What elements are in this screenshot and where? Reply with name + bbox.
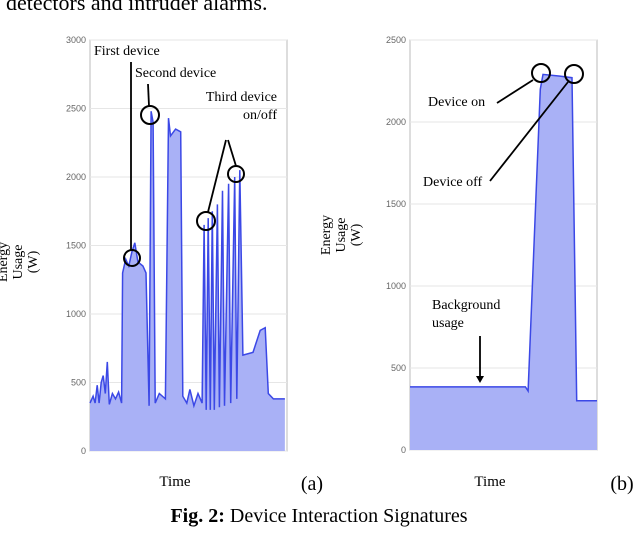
annotation-circle <box>123 249 141 267</box>
y-axis-label-line: Usage <box>334 218 349 253</box>
annotation: Third device on/off <box>206 90 277 123</box>
annotation-line: Device on <box>428 95 485 110</box>
annotation-line: on/off <box>243 108 277 123</box>
y-tick-label: 0 <box>401 445 406 455</box>
y-tick-label: 2000 <box>66 172 86 182</box>
line <box>89 111 285 410</box>
annotation-pointer <box>147 83 150 107</box>
annotation-circle <box>140 105 160 125</box>
annotation: First device <box>94 44 160 59</box>
annotation-line: Background <box>432 298 500 313</box>
annotation-line: Device off <box>423 175 483 190</box>
y-tick-label: 3000 <box>66 35 86 45</box>
y-axis-label-line: (W) <box>26 250 41 273</box>
annotation: Second device <box>135 66 216 81</box>
annotation-line: Second device <box>135 66 216 81</box>
x-axis-label: Time <box>474 474 505 490</box>
annotation: Background usage <box>432 298 500 331</box>
y-tick-label: 500 <box>71 378 86 388</box>
annotation-circle <box>531 63 551 83</box>
panel-label: (a) <box>301 473 323 495</box>
y-tick-label: 1000 <box>66 309 86 319</box>
annotation-line: usage <box>432 316 464 331</box>
y-axis-label: EnergyUsage(W) <box>319 215 364 255</box>
y-axis-label-line: (W) <box>349 223 364 246</box>
y-tick-label: 0 <box>81 446 86 456</box>
y-tick-label: 1500 <box>66 241 86 251</box>
annotation-line: First device <box>94 44 160 59</box>
x-axis-label: Time <box>159 474 190 490</box>
y-axis-label-line: Energy <box>0 242 11 282</box>
annotation-pointer <box>489 81 569 182</box>
y-tick-label: 1500 <box>386 199 406 209</box>
caption-text: Device Interaction Signatures <box>230 505 468 527</box>
annotation-circle <box>227 165 245 183</box>
y-tick-label: 500 <box>391 363 406 373</box>
annotation-pointer <box>496 79 534 104</box>
annotation: Device on <box>428 95 485 110</box>
panel-label: (b) <box>610 473 633 495</box>
y-axis-label-line: Usage <box>11 245 26 280</box>
annotation-circle <box>196 211 216 231</box>
caption-label: Fig. 2: <box>170 505 224 527</box>
caption: Fig. 2: Device Interaction Signatures <box>170 505 467 527</box>
y-axis-label: EnergyUsage(W) <box>0 242 41 282</box>
y-tick-label: 2000 <box>386 117 406 127</box>
line <box>410 73 597 402</box>
area <box>410 74 597 451</box>
annotation-circle <box>564 64 584 84</box>
annotation: Device off <box>423 175 483 190</box>
annotation-arrow <box>476 376 484 383</box>
header-text: detectors and intruder alarms. <box>6 0 267 15</box>
annotation-pointer <box>227 139 237 167</box>
annotation-pointer <box>207 139 227 213</box>
y-tick-label: 2500 <box>66 104 86 114</box>
y-axis-label-line: Energy <box>319 215 334 255</box>
y-tick-label: 1000 <box>386 281 406 291</box>
y-tick-label: 2500 <box>386 35 406 45</box>
annotation-line: Third device <box>206 90 277 105</box>
